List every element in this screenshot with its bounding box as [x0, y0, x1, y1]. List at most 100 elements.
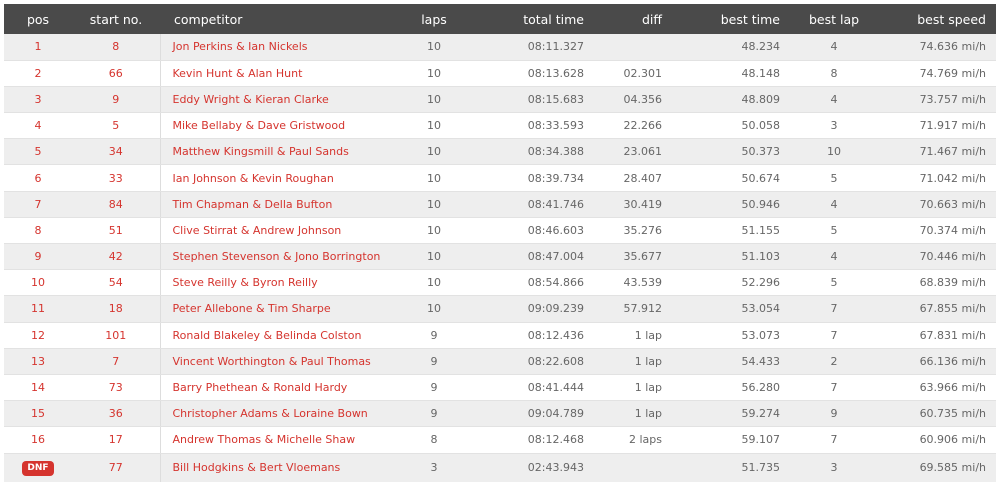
competitor-link[interactable]: Ian Johnson & Kevin Roughan: [159, 164, 390, 192]
table-row[interactable]: 7 84 Tim Chapman & Della Bufton 10 08:41.746…: [4, 191, 996, 218]
cell-best-lap: 4: [786, 243, 882, 271]
table-row[interactable]: 1 8 Jon Perkins & Ian Nickels 10 08:11.327 48…: [4, 34, 996, 61]
cell-start-no: 34: [72, 138, 160, 166]
competitor-link[interactable]: Barry Phethean & Ronald Hardy: [159, 374, 390, 402]
competitor-link[interactable]: Peter Allebone & Tim Sharpe: [159, 295, 390, 323]
cell-best-time: 50.674: [668, 164, 786, 192]
competitor-link[interactable]: Bill Hodgkins & Bert Vloemans: [159, 453, 390, 482]
cell-laps: 9: [390, 400, 478, 428]
table-row[interactable]: 12 101 Ronald Blakeley & Belinda Colston 9 0…: [4, 322, 996, 349]
competitor-link[interactable]: Matthew Kingsmill & Paul Sands: [159, 138, 390, 166]
cell-best-lap: 7: [786, 374, 882, 402]
cell-diff: 1 lap: [590, 322, 668, 349]
cell-diff: 1 lap: [590, 348, 668, 375]
cell-best-time: 53.054: [668, 295, 786, 323]
cell-laps: 3: [430, 461, 438, 474]
cell-best-speed: 66.136 mi/h: [882, 348, 996, 375]
column-header-best-lap[interactable]: best lap: [808, 11, 860, 27]
cell-best-lap: 3: [786, 112, 882, 140]
cell-laps: 10: [390, 269, 478, 297]
cell-best-time: 54.433: [668, 348, 786, 375]
table-row[interactable]: DNF 77 Bill Hodgkins & Bert Vloemans 3 02:43…: [4, 453, 996, 482]
competitor-link[interactable]: Clive Stirrat & Andrew Johnson: [159, 217, 390, 245]
cell-pos: 11: [4, 295, 72, 323]
table-row[interactable]: 11 18 Peter Allebone & Tim Sharpe 10 09:09.2…: [4, 295, 996, 323]
cell-pos: 13: [4, 348, 72, 375]
column-header-best-speed[interactable]: best speed: [917, 11, 986, 27]
table-row[interactable]: 5 34 Matthew Kingsmill & Paul Sands 10 08:34…: [4, 138, 996, 166]
cell-pos: 15: [4, 400, 72, 428]
cell-total-time: 08:41.746: [478, 191, 590, 218]
cell-best-speed: 68.839 mi/h: [882, 269, 996, 297]
cell-pos: 8: [4, 217, 72, 245]
cell-diff: 57.912: [590, 295, 668, 323]
column-header-best-time[interactable]: best time: [720, 11, 780, 27]
cell-pos: 16: [4, 426, 72, 454]
competitor-link[interactable]: Jon Perkins & Ian Nickels: [159, 34, 390, 61]
competitor-link[interactable]: Ronald Blakeley & Belinda Colston: [159, 322, 390, 349]
dnf-badge: DNF: [22, 460, 54, 476]
cell-total-time: 08:39.734: [478, 164, 590, 192]
cell-best-time: 53.073: [668, 322, 786, 349]
cell-laps: 10: [390, 34, 478, 61]
competitor-link[interactable]: Vincent Worthington & Paul Thomas: [159, 348, 390, 375]
cell-best-time: 50.946: [668, 191, 786, 218]
table-row[interactable]: 13 7 Vincent Worthington & Paul Thomas 9 08:…: [4, 348, 996, 375]
competitor-link[interactable]: Stephen Stevenson & Jono Borrington: [159, 243, 390, 271]
cell-best-lap: 7: [786, 426, 882, 454]
table-row[interactable]: 16 17 Andrew Thomas & Michelle Shaw 8 08:12.…: [4, 426, 996, 454]
cell-diff: [590, 453, 668, 482]
cell-best-lap: 5: [786, 217, 882, 245]
cell-total-time: 09:04.789: [478, 400, 590, 428]
cell-best-lap: 5: [786, 164, 882, 192]
cell-pos: 2: [4, 60, 72, 87]
table-row[interactable]: 9 42 Stephen Stevenson & Jono Borrington 10…: [4, 243, 996, 271]
competitor-link[interactable]: Eddy Wright & Kieran Clarke: [159, 86, 390, 114]
competitor-link[interactable]: Christopher Adams & Loraine Bown: [159, 400, 390, 428]
column-header-start-no[interactable]: start no.: [89, 11, 143, 27]
cell-best-time: 59.274: [668, 400, 786, 428]
column-header-total-time[interactable]: total time: [523, 11, 584, 27]
cell-pos: 5: [4, 138, 72, 166]
table-row[interactable]: 6 33 Ian Johnson & Kevin Roughan 10 08:39.73…: [4, 164, 996, 192]
cell-total-time: 08:34.388: [478, 138, 590, 166]
cell-total-time: 08:54.866: [478, 269, 590, 297]
cell-start-no: 9: [72, 86, 160, 114]
competitor-link[interactable]: Steve Reilly & Byron Reilly: [159, 269, 390, 297]
table-row[interactable]: 2 66 Kevin Hunt & Alan Hunt 10 08:13.628 02.3…: [4, 60, 996, 87]
cell-best-lap: 5: [786, 269, 882, 297]
column-header-competitor[interactable]: competitor: [174, 11, 243, 27]
cell-best-time: 52.296: [668, 269, 786, 297]
cell-best-speed: 69.585 mi/h: [919, 461, 986, 474]
table-row[interactable]: 14 73 Barry Phethean & Ronald Hardy 9 08:41.…: [4, 374, 996, 402]
cell-pos: 12: [4, 322, 72, 349]
column-header-laps[interactable]: laps: [421, 11, 447, 27]
cell-best-speed: 70.374 mi/h: [882, 217, 996, 245]
cell-start-no: 84: [72, 191, 160, 218]
competitor-link[interactable]: Tim Chapman & Della Bufton: [159, 191, 390, 218]
table-row[interactable]: 15 36 Christopher Adams & Loraine Bown 9 09:…: [4, 400, 996, 428]
cell-diff: 22.266: [590, 112, 668, 140]
cell-total-time: 08:12.468: [478, 426, 590, 454]
column-header-pos[interactable]: pos: [26, 11, 50, 27]
table-row[interactable]: 3 9 Eddy Wright & Kieran Clarke 10 08:15.683…: [4, 86, 996, 114]
cell-laps: 9: [390, 348, 478, 375]
table-row[interactable]: 10 54 Steve Reilly & Byron Reilly 10 08:54.8…: [4, 269, 996, 297]
cell-best-time: 51.103: [668, 243, 786, 271]
cell-start-no: 33: [72, 164, 160, 192]
competitor-link[interactable]: Andrew Thomas & Michelle Shaw: [159, 426, 390, 454]
column-header-diff[interactable]: diff: [641, 11, 662, 27]
table-row[interactable]: 8 51 Clive Stirrat & Andrew Johnson 10 08:46…: [4, 217, 996, 245]
competitor-link[interactable]: Mike Bellaby & Dave Gristwood: [159, 112, 390, 140]
cell-best-time: 48.148: [668, 60, 786, 87]
cell-total-time: 08:41.444: [478, 374, 590, 402]
cell-best-lap: 3: [830, 461, 838, 474]
cell-start-no: 8: [72, 34, 160, 61]
cell-laps: 9: [390, 322, 478, 349]
competitor-link[interactable]: Kevin Hunt & Alan Hunt: [159, 60, 390, 87]
table-row[interactable]: 4 5 Mike Bellaby & Dave Gristwood 10 08:33.5…: [4, 112, 996, 140]
cell-start-no: 18: [72, 295, 160, 323]
cell-pos: 1: [4, 34, 72, 61]
cell-pos: DNF: [4, 453, 72, 482]
cell-diff: 2 laps: [590, 426, 668, 454]
